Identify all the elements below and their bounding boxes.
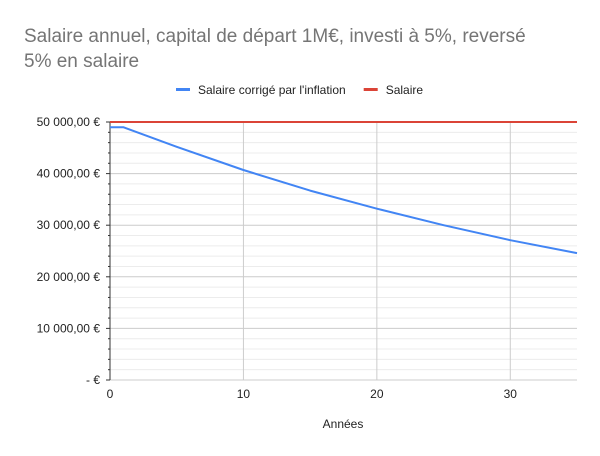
- x-tick-label: 20: [370, 387, 384, 401]
- legend: Salaire corrigé par l'inflation Salaire: [176, 83, 423, 97]
- chart-title-line-2: 5% en salaire: [24, 51, 139, 72]
- y-tick-label: 20 000,00 €: [37, 270, 101, 284]
- y-axis: - € 10 000,00 € 20 000,00 € 30 000,00 € 40 0…: [37, 115, 101, 387]
- y-tick-label: 50 000,00 €: [37, 115, 101, 129]
- y-tick-label: 10 000,00 €: [37, 321, 101, 335]
- legend-label: Salaire corrigé par l'inflation: [198, 83, 346, 97]
- y-tick-label: - €: [86, 373, 100, 387]
- y-tick-label: 30 000,00 €: [37, 218, 101, 232]
- legend-swatch: [363, 88, 378, 91]
- legend-label: Salaire: [386, 83, 424, 97]
- y-tick-label: 40 000,00 €: [37, 167, 101, 181]
- series: [110, 121, 578, 255]
- chart-title-line-1: Salaire annuel, capital de départ 1M€, i…: [24, 26, 526, 47]
- x-axis-title: Années: [323, 417, 364, 431]
- x-tick-label: 0: [107, 387, 114, 401]
- x-tick-label: 30: [504, 387, 518, 401]
- series-line-salaire-corrig-par-l-inflation: [110, 126, 578, 255]
- x-tick-label: 10: [237, 387, 251, 401]
- grid: [106, 121, 577, 381]
- legend-swatch: [176, 88, 190, 91]
- x-axis: 0 10 20 30: [107, 387, 518, 401]
